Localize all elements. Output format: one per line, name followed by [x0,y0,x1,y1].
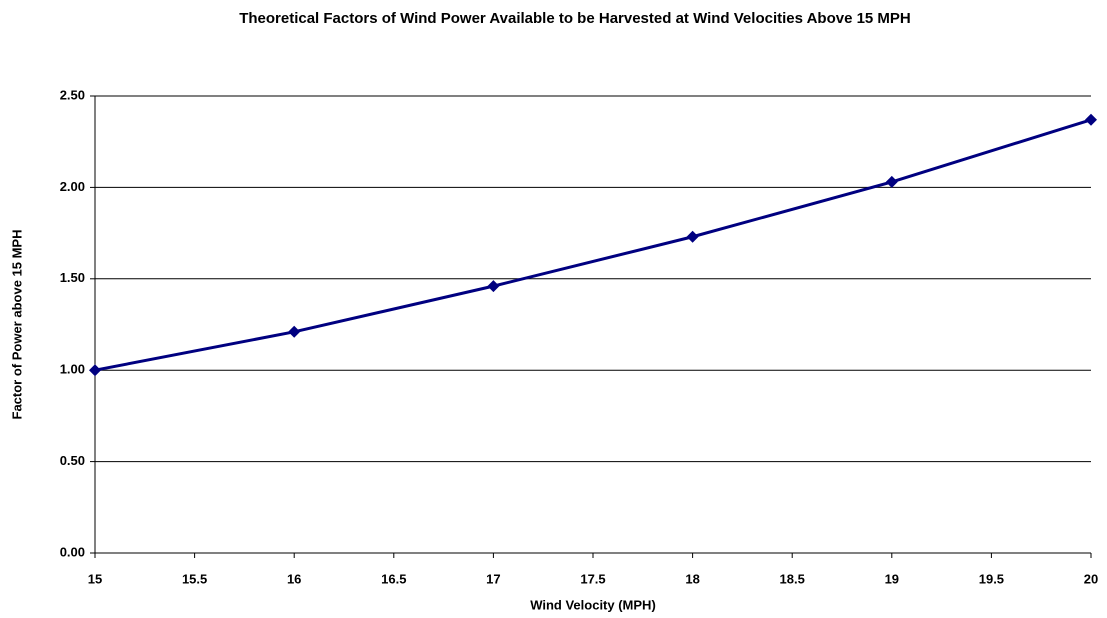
marker [288,325,301,338]
x-axis-label: Wind Velocity (MPH) [530,597,656,612]
x-tick-label: 17 [486,571,500,586]
x-tick-label: 17.5 [580,571,605,586]
x-tick-label: 19.5 [979,571,1004,586]
x-tick-label: 15 [88,571,102,586]
x-tick-label: 18.5 [780,571,805,586]
marker [487,280,500,293]
y-tick-label: 2.00 [60,179,85,194]
x-tick-label: 18 [685,571,699,586]
x-tick-label: 20 [1084,571,1098,586]
x-tick-label: 15.5 [182,571,207,586]
x-tick-label: 16.5 [381,571,406,586]
y-tick-label: 1.00 [60,362,85,377]
x-tick-label: 16 [287,571,301,586]
y-tick-label: 1.50 [60,270,85,285]
data-line [94,118,1092,372]
marker [89,364,101,377]
y-tick-label: 0.00 [60,544,85,559]
y-tick-label: 2.50 [60,87,85,102]
x-tick-label: 19 [885,571,899,586]
y-tick-label: 0.50 [60,453,85,468]
marker [686,230,699,243]
marker [885,175,898,188]
marker [1085,113,1097,126]
y-axis-label: Factor of Power above 15 MPH [9,230,24,420]
chart-title: Theoretical Factors of Wind Power Availa… [239,10,911,27]
